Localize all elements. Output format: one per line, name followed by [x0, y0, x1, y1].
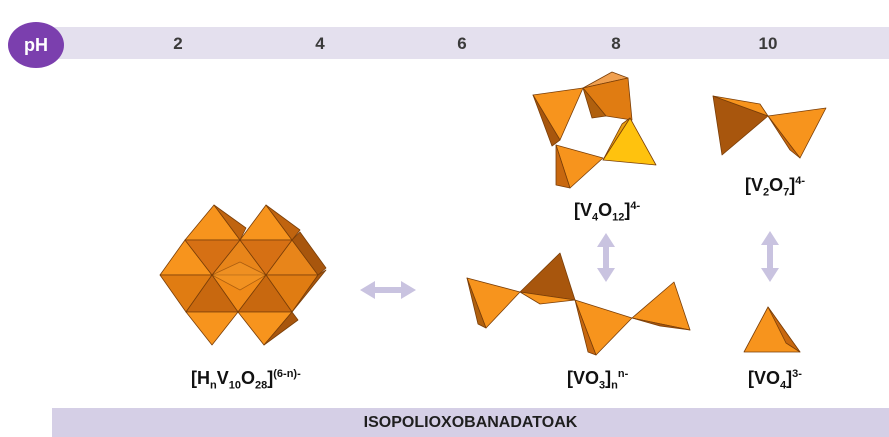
ph-tick-10: 10 — [758, 34, 778, 53]
ph-label: pH — [8, 22, 64, 68]
vo3-chain-polyhedron — [466, 252, 691, 356]
decavanadate-polyhedron — [159, 204, 327, 346]
ph-tick-8: 8 — [611, 34, 621, 53]
v2o7-polyhedron — [712, 95, 827, 159]
v2o7-formula: [V2O7]4- — [745, 175, 806, 199]
equilibrium-arrow-vertical-left — [597, 233, 615, 282]
equilibrium-arrow-horizontal — [360, 281, 416, 299]
v4o12-formula: [V4O12]4- — [574, 200, 641, 224]
equilibrium-arrow-vertical-right — [761, 231, 779, 282]
ph-scale-bar — [34, 27, 889, 59]
v4o12-ring-polyhedron — [532, 71, 657, 189]
vo3-formula: [VO3]nn- — [567, 368, 629, 392]
ph-tick-4: 4 — [315, 34, 325, 53]
footer-banner: ISOPOLIOXOBANADATOAK — [52, 408, 889, 437]
vo4-polyhedron — [743, 306, 801, 353]
vo4-formula: [VO4]3- — [748, 368, 802, 392]
ph-tick-6: 6 — [457, 34, 467, 53]
decavanadate-formula: [HnV10O28](6-n)- — [191, 368, 301, 392]
ph-tick-2: 2 — [173, 34, 183, 53]
